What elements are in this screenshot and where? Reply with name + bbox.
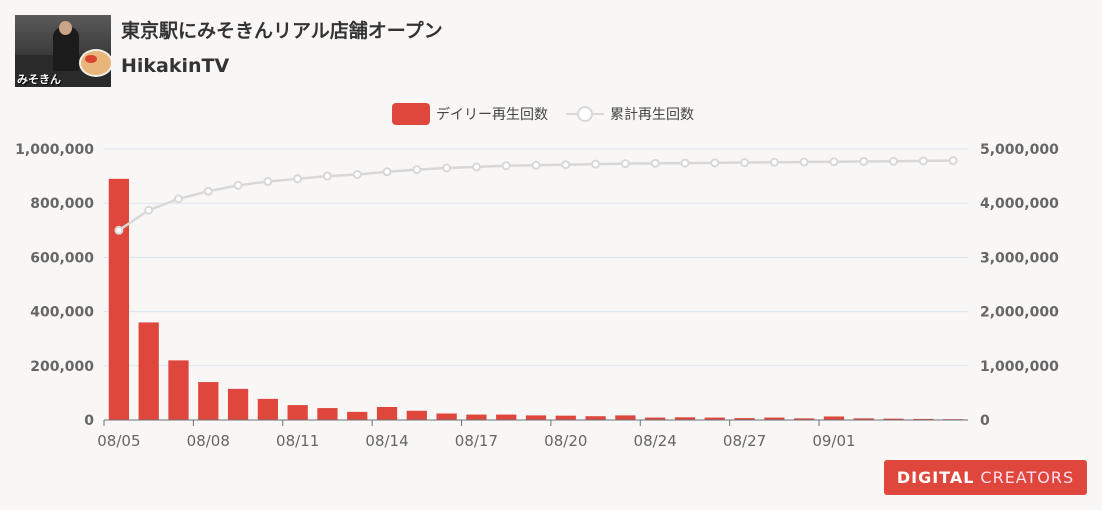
legend-label-daily: デイリー再生回数 [436,107,548,123]
y-right-tick-label: 0 [980,413,990,429]
bar [645,417,666,420]
y-right-tick-label: 3,000,000 [980,250,1059,266]
line-point [710,158,720,168]
axes: 0 200,000 400,000 600,000 800,000 1,000,000 0 1… [15,142,1059,450]
y-left-tick-label: 600,000 [30,250,94,266]
bar [317,408,338,420]
line-point [382,167,392,177]
y-left-tick-label: 0 [84,413,94,429]
bar [823,416,845,420]
line-point [680,158,690,168]
bar [347,411,368,420]
x-tick-label: 08/17 [455,432,498,450]
brand-right: CREATORS [980,468,1075,487]
cumulative-line [118,159,954,232]
x-tick-label: 09/01 [812,432,855,450]
legend-item-daily[interactable]: デイリー再生回数 [392,103,548,125]
bar [287,405,308,420]
line-point [531,160,541,170]
bar [585,416,606,420]
line-point [203,186,213,196]
line-point [918,156,928,166]
bar [734,418,755,420]
video-thumbnail: みそきん [15,15,111,87]
bar [466,414,487,420]
bar [436,413,457,420]
y-right-tick-label: 1,000,000 [980,359,1059,375]
line-point [591,159,601,169]
bar-series [108,178,964,420]
line-point [769,157,779,167]
x-tick-label: 08/27 [723,432,766,450]
bar [525,415,547,420]
x-tick-label: 08/24 [634,432,677,450]
legend-line-swatch [566,103,604,125]
bar [794,418,815,420]
line-point [501,161,511,171]
gridlines [104,148,968,367]
y-right-tick-label: 2,000,000 [980,305,1059,321]
x-tick-label: 08/08 [187,432,230,450]
x-tick-label: 08/14 [365,432,408,450]
bar [764,417,785,420]
video-title: 東京駅にみそきんリアル店舗オープン [121,20,443,42]
x-tick-label: 08/05 [97,432,140,450]
y-left-tick-label: 200,000 [30,359,94,375]
bar [704,417,725,420]
line-point [263,177,273,187]
line-point [948,156,958,166]
bar [257,398,278,420]
line-point [650,158,660,168]
line-point [620,159,630,169]
legend-item-cumulative[interactable]: 累計再生回数 [566,103,694,125]
bar [198,382,219,420]
y-right-tick-label: 5,000,000 [980,142,1059,158]
bar [913,418,934,420]
line-point [293,174,303,184]
line-series [114,156,958,235]
y-left-tick-label: 400,000 [30,305,94,321]
bar [406,410,427,420]
legend-bar-swatch [392,103,430,125]
chart-legend: デイリー再生回数 累計再生回数 [392,103,712,125]
brand-left: DIGITAL [896,468,975,487]
line-point [829,157,839,167]
channel-name: HikakinTV [121,55,230,77]
bar [853,418,874,420]
thumbnail-caption: みそきん [17,73,61,86]
line-point [412,165,422,175]
line-point [233,180,243,190]
bar [227,388,249,420]
bar [496,414,517,420]
line-point [889,156,899,166]
x-tick-label: 08/20 [544,432,587,450]
line-point [173,194,183,204]
bar [615,415,636,420]
x-tick-label: 08/11 [276,432,319,450]
line-point [859,156,869,166]
line-point [114,225,124,235]
digital-creators-logo: DIGITAL CREATORS [884,460,1087,495]
line-point [561,160,571,170]
line-point [322,171,332,181]
bar [138,322,159,420]
y-left-tick-label: 800,000 [30,196,94,212]
bar [376,406,398,420]
bar [108,178,130,420]
bar [555,415,576,420]
line-point [442,163,452,173]
combo-chart: 0 200,000 400,000 600,000 800,000 1,000,000 0 1… [15,142,1059,450]
legend-label-cumulative: 累計再生回数 [610,107,694,123]
line-point [799,157,809,167]
y-right-tick-label: 4,000,000 [980,196,1059,212]
line-point [740,158,750,168]
y-left-tick-label: 1,000,000 [15,142,94,158]
bar [674,417,696,420]
bar [168,360,189,420]
line-point [144,205,154,215]
line-point [471,162,481,172]
bar [883,418,904,420]
line-point [352,169,362,179]
